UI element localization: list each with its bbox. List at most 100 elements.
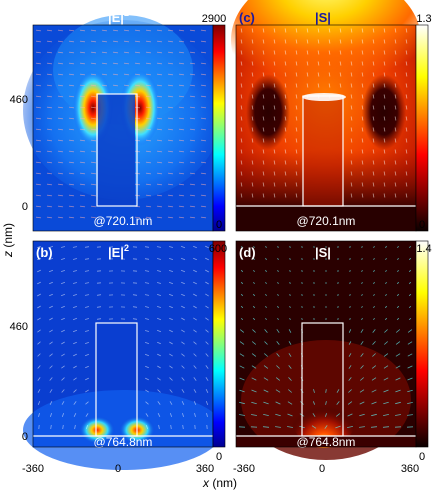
vector-arrow	[264, 341, 268, 345]
vector-arrow	[328, 83, 331, 88]
vector-arrow	[46, 150, 53, 153]
vector-arrow	[193, 329, 197, 333]
vector-arrow	[123, 29, 130, 32]
vector-arrow	[46, 106, 53, 109]
vector-arrow	[49, 317, 53, 321]
vector-arrow	[361, 116, 364, 121]
panel-d-vector-field	[238, 245, 414, 429]
vector-arrow	[277, 281, 279, 285]
vector-arrow	[405, 171, 408, 176]
vector-arrow	[156, 172, 163, 175]
vector-arrow	[49, 365, 53, 369]
vector-arrow	[193, 341, 197, 345]
vector-arrow	[134, 216, 141, 219]
vector-arrow	[123, 62, 130, 65]
vector-arrow	[361, 305, 363, 309]
vector-arrow	[273, 116, 276, 121]
vector-arrow	[284, 94, 287, 99]
vector-arrow	[85, 377, 89, 381]
vector-arrow	[361, 182, 364, 187]
panel-a-annotation: @720.1nm	[94, 214, 153, 228]
vector-arrow	[189, 106, 196, 109]
vector-arrow	[156, 183, 163, 186]
vector-arrow	[284, 50, 287, 55]
vector-arrow	[295, 160, 298, 165]
vector-arrow	[182, 424, 184, 430]
vector-arrow	[37, 269, 41, 273]
panel-d-colorbar-min: 0	[419, 451, 425, 463]
vector-arrow	[324, 425, 328, 429]
panel-b-xtick-360: 360	[196, 463, 214, 475]
vector-arrow	[79, 172, 86, 175]
vector-arrow	[46, 84, 53, 87]
vector-arrow	[240, 193, 243, 198]
vector-arrow	[384, 305, 388, 309]
vector-arrow	[57, 51, 64, 54]
vector-arrow	[239, 401, 245, 405]
vector-arrow	[79, 117, 86, 120]
vector-arrow	[46, 161, 53, 164]
vector-arrow	[295, 94, 298, 99]
vector-arrow	[145, 205, 152, 208]
vector-arrow	[350, 83, 353, 88]
vector-arrow	[273, 61, 276, 66]
vector-arrow	[90, 106, 97, 109]
panel-a-pillar-outline	[96, 93, 138, 207]
vector-arrow	[144, 270, 150, 272]
vector-arrow	[347, 426, 353, 428]
vector-arrow	[383, 116, 386, 121]
panel-d-label: (d)	[239, 245, 256, 260]
vector-arrow	[383, 83, 386, 88]
vector-arrow	[262, 149, 265, 154]
vector-arrow	[181, 377, 185, 381]
vector-arrow	[284, 193, 287, 198]
vector-arrow	[372, 28, 375, 33]
vector-arrow	[73, 413, 77, 417]
vector-arrow	[289, 317, 291, 321]
vector-arrow	[68, 139, 75, 142]
vector-arrow	[193, 353, 197, 357]
vector-arrow	[145, 183, 152, 186]
vector-arrow	[360, 365, 364, 369]
vector-arrow	[289, 269, 291, 273]
vector-arrow	[239, 353, 245, 357]
vector-arrow	[156, 84, 163, 87]
vector-arrow	[265, 317, 267, 321]
vector-arrow	[205, 377, 209, 381]
vector-arrow	[144, 318, 150, 320]
vector-arrow	[251, 353, 257, 357]
vector-arrow	[408, 281, 412, 285]
vector-arrow	[241, 257, 243, 261]
vector-arrow	[205, 269, 209, 273]
vector-arrow	[46, 117, 53, 120]
vector-arrow	[350, 94, 353, 99]
vector-arrow	[240, 149, 243, 154]
vector-arrow	[251, 50, 254, 55]
vector-arrow	[132, 318, 138, 320]
vector-arrow	[284, 28, 287, 33]
vector-arrow	[360, 341, 364, 345]
vector-arrow	[49, 377, 53, 381]
vector-arrow	[263, 401, 269, 405]
vector-arrow	[396, 293, 400, 297]
vector-arrow	[73, 389, 77, 393]
vector-arrow	[287, 426, 293, 428]
vector-arrow	[372, 50, 375, 55]
vector-arrow	[169, 377, 173, 381]
vector-arrow	[289, 281, 291, 285]
vector-arrow	[372, 94, 375, 99]
vector-arrow	[35, 161, 42, 164]
vector-arrow	[251, 39, 254, 44]
vector-arrow	[350, 39, 353, 44]
vector-arrow	[167, 84, 174, 87]
vector-arrow	[193, 257, 197, 261]
vector-arrow	[84, 282, 90, 284]
vector-arrow	[181, 401, 185, 405]
vector-arrow	[90, 29, 97, 32]
panel-d-xtick-0: 0	[319, 463, 325, 475]
vector-arrow	[373, 293, 375, 297]
vector-arrow	[79, 29, 86, 32]
vector-arrow	[61, 389, 65, 393]
vector-arrow	[263, 414, 269, 416]
